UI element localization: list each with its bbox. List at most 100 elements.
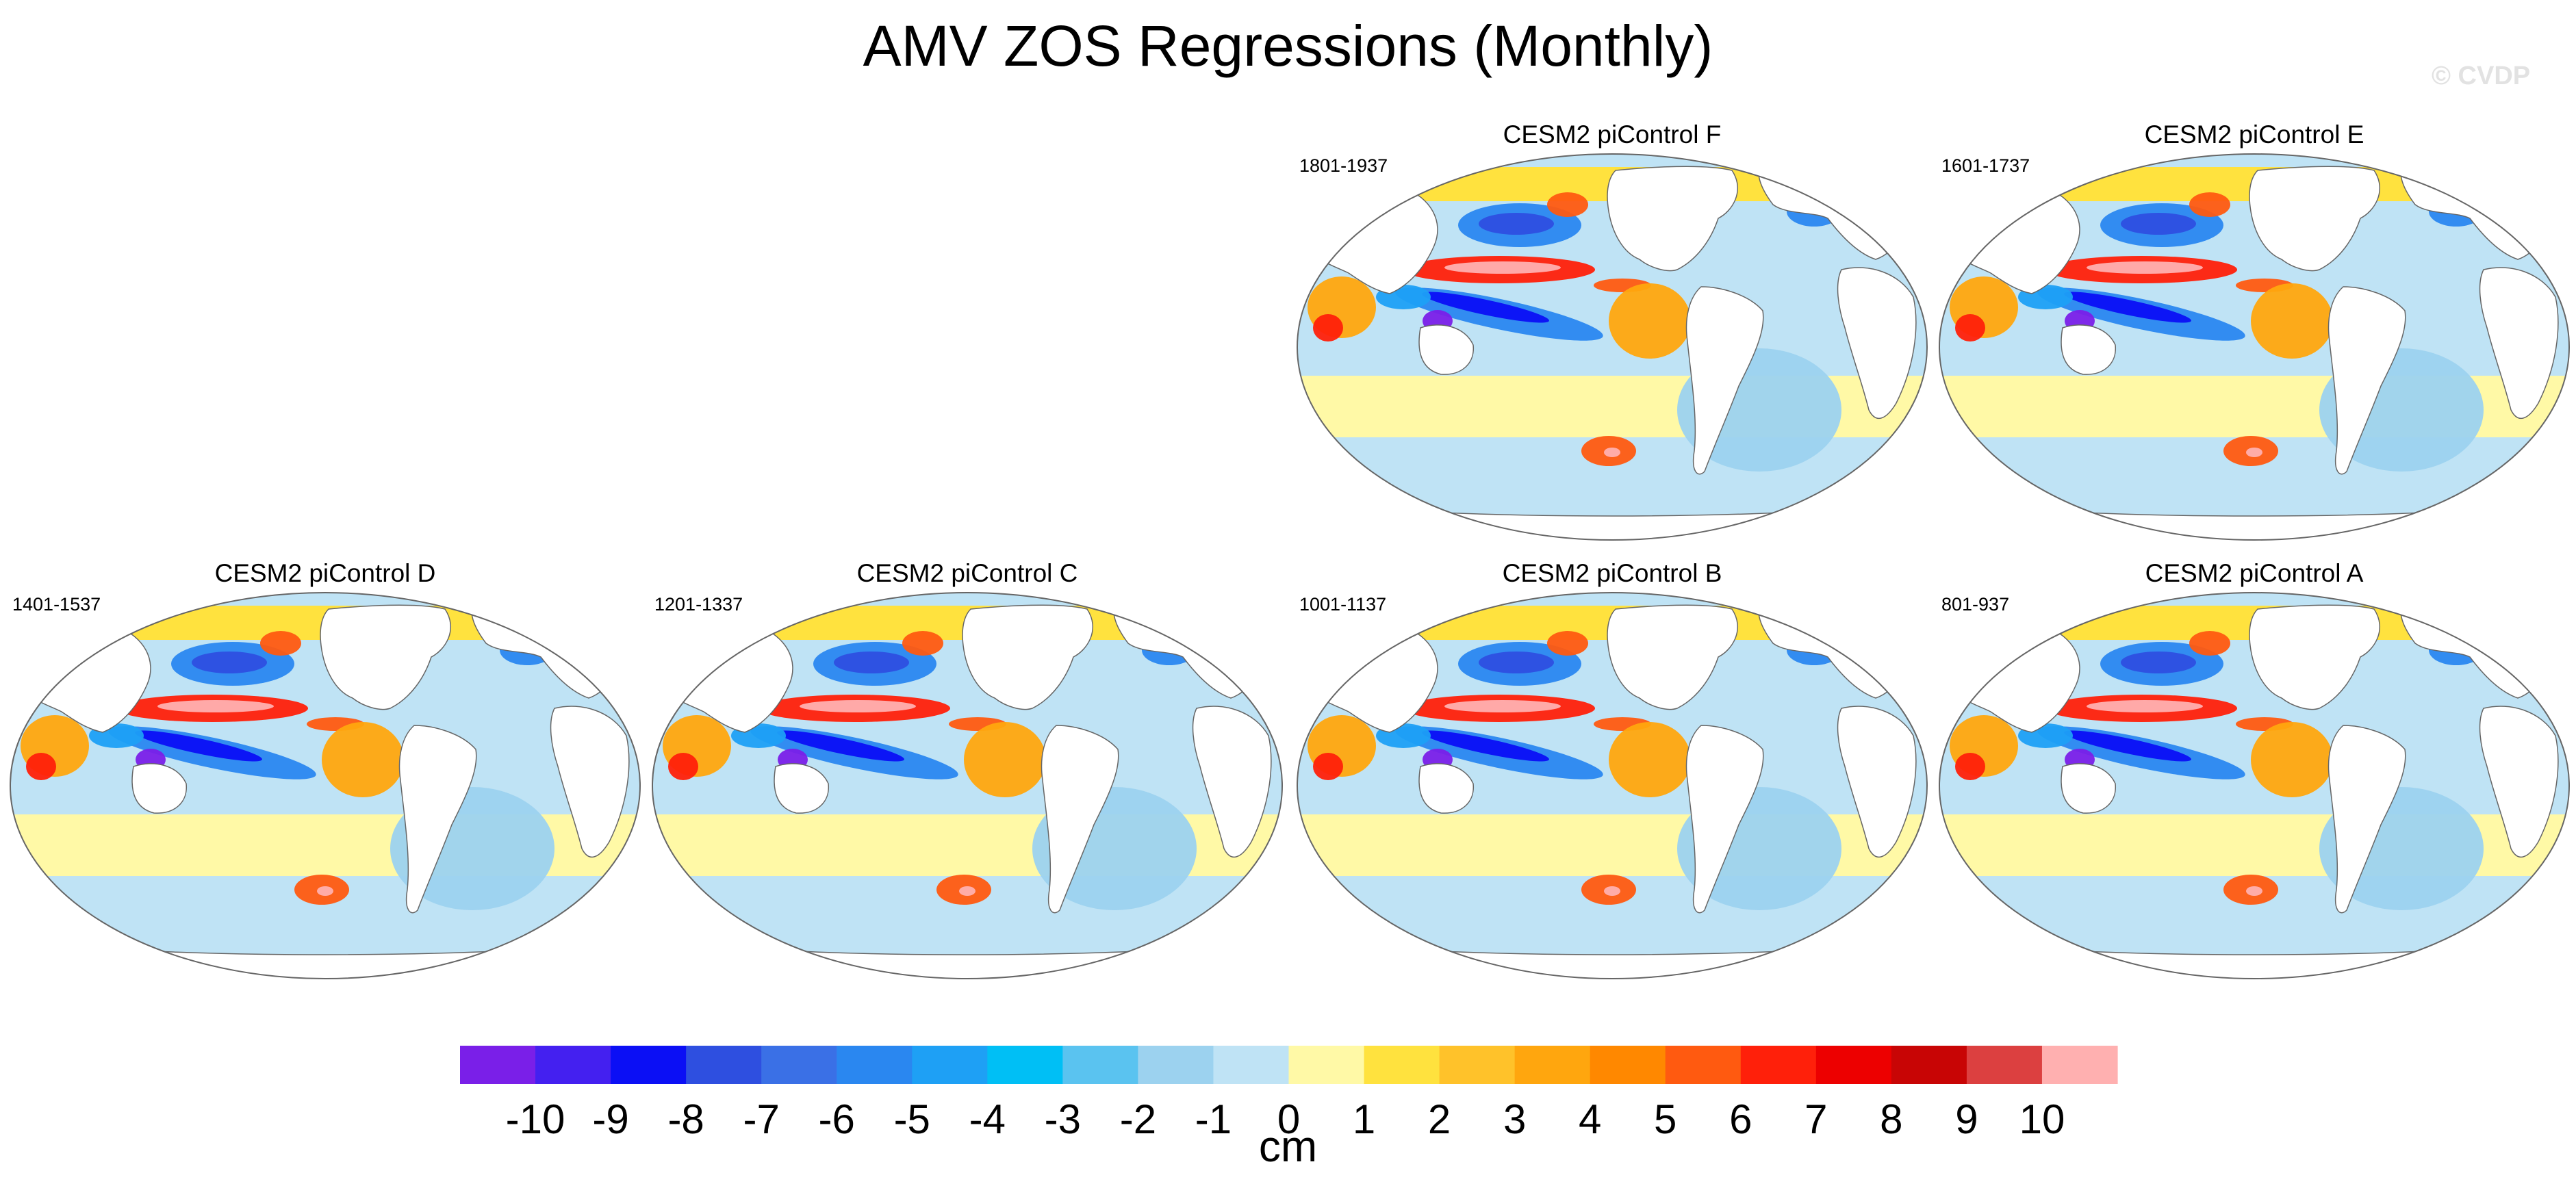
map-e <box>1939 153 2570 541</box>
land-mass <box>774 763 829 814</box>
panel-title-f: CESM2 piControl F <box>1503 120 1722 149</box>
colorbar-swatch <box>535 1046 611 1084</box>
map-border <box>1939 592 2570 979</box>
land-mass <box>1418 324 1474 375</box>
anomaly-contour <box>1547 631 1588 656</box>
anomaly-contour <box>2064 292 2191 323</box>
colorbar-swatch <box>912 1046 988 1084</box>
colorbar-swatch <box>1062 1046 1139 1084</box>
anomaly-contour <box>1604 448 1620 457</box>
colorbar-swatch <box>2041 1046 2118 1084</box>
land-mass <box>1837 706 1917 858</box>
map-panel-c: CESM2 piControl C 1201-1337 <box>649 558 1286 983</box>
map-border <box>1939 153 2570 541</box>
watermark: © CVDP <box>2432 62 2531 90</box>
land-mass <box>962 604 1094 710</box>
chart-title: AMV ZOS Regressions (Monthly) <box>863 14 1713 78</box>
map-border <box>1297 153 1928 541</box>
anomaly-contour <box>260 631 301 656</box>
anomaly-contour <box>1547 192 1588 217</box>
map-c <box>652 592 1283 979</box>
anomaly-contour <box>1609 722 1691 797</box>
land-mass <box>550 706 630 858</box>
anomaly-contour <box>1609 283 1691 359</box>
map-panel-a: CESM2 piControl A 801-937 <box>1936 558 2573 983</box>
anomaly-contour <box>1313 753 1343 780</box>
anomaly-contour <box>2064 730 2191 762</box>
panel-years-f: 1801-1937 <box>1299 155 1388 176</box>
colorbar-swatch <box>761 1046 837 1084</box>
colorbar-swatch <box>837 1046 913 1084</box>
anomaly-contour <box>1422 730 1549 762</box>
anomaly-contour <box>2251 722 2333 797</box>
map-panel-d: CESM2 piControl D 1401-1537 <box>7 558 643 983</box>
land-mass <box>1685 286 1764 475</box>
anomaly-contour <box>1444 261 1561 274</box>
land-mass <box>2328 286 2406 475</box>
anomaly-contour <box>135 730 262 762</box>
map-b <box>1297 592 1928 979</box>
land-mass <box>1607 166 1739 272</box>
colorbar-swatch <box>1138 1046 1214 1084</box>
anomaly-contour <box>317 886 333 896</box>
anomaly-contour <box>902 631 943 656</box>
colorbar-units-label: cm <box>1258 1122 1318 1171</box>
land-mass <box>2249 604 2381 710</box>
land-mass <box>2479 267 2559 420</box>
colorbar-swatch <box>1740 1046 1817 1084</box>
anomaly-contour <box>1955 314 1985 341</box>
colorbar-swatch <box>1966 1046 2043 1084</box>
map-border <box>1297 592 1928 979</box>
anomaly-contour <box>1604 886 1620 896</box>
colorbar-swatch <box>460 1046 536 1084</box>
anomaly-contour <box>192 652 267 673</box>
panel-title-d: CESM2 piControl D <box>214 559 436 587</box>
colorbar-swatch <box>1815 1046 1892 1084</box>
land-mass <box>131 763 187 814</box>
anomaly-contour <box>1444 700 1561 712</box>
anomaly-contour <box>800 700 916 712</box>
land-mass <box>1418 763 1474 814</box>
anomaly-contour <box>2087 700 2203 712</box>
map-panel-e: CESM2 piControl E 1601-1737 <box>1936 120 2573 544</box>
panel-years-e: 1601-1737 <box>1941 155 2030 176</box>
anomaly-contour <box>668 753 698 780</box>
colorbar-swatch <box>1213 1046 1290 1084</box>
map-a <box>1939 592 2570 979</box>
land-mass <box>320 604 452 710</box>
land-mass <box>2249 166 2381 272</box>
land-mass <box>398 725 477 914</box>
anomaly-contour <box>322 722 404 797</box>
anomaly-contour <box>964 722 1046 797</box>
map-panel-f: CESM2 piControl F 1801-1937 <box>1294 120 1930 544</box>
anomaly-contour <box>2246 448 2262 457</box>
anomaly-contour <box>2087 261 2203 274</box>
anomaly-contour <box>1955 753 1985 780</box>
land-mass <box>2061 324 2116 375</box>
panel-years-d: 1401-1537 <box>12 594 101 615</box>
land-mass <box>2061 763 2116 814</box>
map-border <box>652 592 1283 979</box>
map-border <box>10 592 641 979</box>
land-mass <box>1685 725 1764 914</box>
colorbar-swatch <box>1288 1046 1365 1084</box>
panel-years-c: 1201-1337 <box>654 594 743 615</box>
map-f <box>1297 153 1928 541</box>
anomaly-contour <box>2121 652 2196 673</box>
colorbar-swatch <box>1439 1046 1516 1084</box>
colorbar-swatch <box>611 1046 687 1084</box>
land-mass <box>1192 706 1272 858</box>
panel-years-b: 1001-1137 <box>1299 594 1387 615</box>
anomaly-contour <box>26 753 56 780</box>
panel-title-c: CESM2 piControl C <box>856 559 1078 587</box>
panel-title-b: CESM2 piControl B <box>1502 559 1722 587</box>
land-mass <box>1041 725 1119 914</box>
anomaly-contour <box>2246 886 2262 896</box>
panel-title-e: CESM2 piControl E <box>2144 120 2364 149</box>
anomaly-contour <box>157 700 274 712</box>
anomaly-contour <box>1422 292 1549 323</box>
land-mass <box>2328 725 2406 914</box>
anomaly-contour <box>2121 213 2196 235</box>
anomaly-contour <box>2189 631 2230 656</box>
colorbar-swatch <box>987 1046 1063 1084</box>
